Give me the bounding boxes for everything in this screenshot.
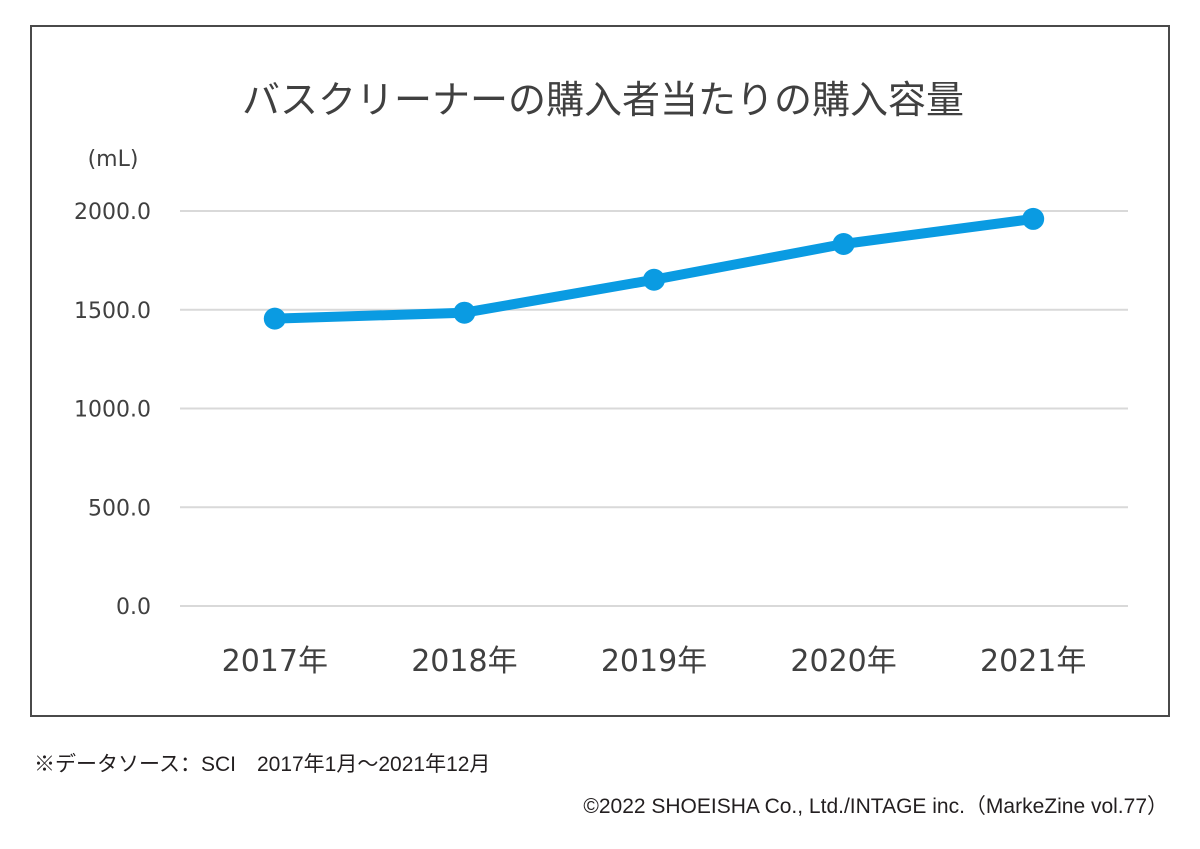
data-source-note: ※データソース：SCI 2017年1月～2021年12月 <box>34 753 491 776</box>
data-point <box>643 268 665 291</box>
chart-frame <box>30 25 1170 717</box>
x-tick-label: 2018年 <box>411 644 517 679</box>
copyright-credit: ©2022 SHOEISHA Co., Ltd./INTAGE inc.（Mar… <box>583 795 1168 818</box>
y-tick-label: 2000.0 <box>74 200 151 225</box>
x-tick-label: 2017年 <box>222 644 328 679</box>
y-tick-label: 500.0 <box>88 496 151 521</box>
y-axis-unit-label: (mL) <box>88 147 139 172</box>
data-point <box>453 301 476 324</box>
x-axis-ticks: 2017年 2018年 2019年 2020年 2021年 <box>222 644 1087 679</box>
y-tick-label: 1000.0 <box>74 398 151 423</box>
data-point <box>263 307 286 330</box>
x-tick-label: 2019年 <box>601 644 707 679</box>
x-tick-label: 2020年 <box>790 644 896 679</box>
series-markers <box>263 207 1045 330</box>
gridlines <box>180 210 1128 607</box>
x-tick-label: 2021年 <box>980 644 1086 679</box>
data-point <box>832 232 855 255</box>
chart-title: バスクリーナーの購入者当たりの購入容量 <box>242 78 964 122</box>
y-tick-label: 1500.0 <box>74 299 151 324</box>
data-point <box>1022 207 1045 230</box>
y-axis-ticks: 0.0 500.0 1000.0 1500.0 2000.0 <box>74 200 151 620</box>
y-tick-label: 0.0 <box>116 595 151 620</box>
